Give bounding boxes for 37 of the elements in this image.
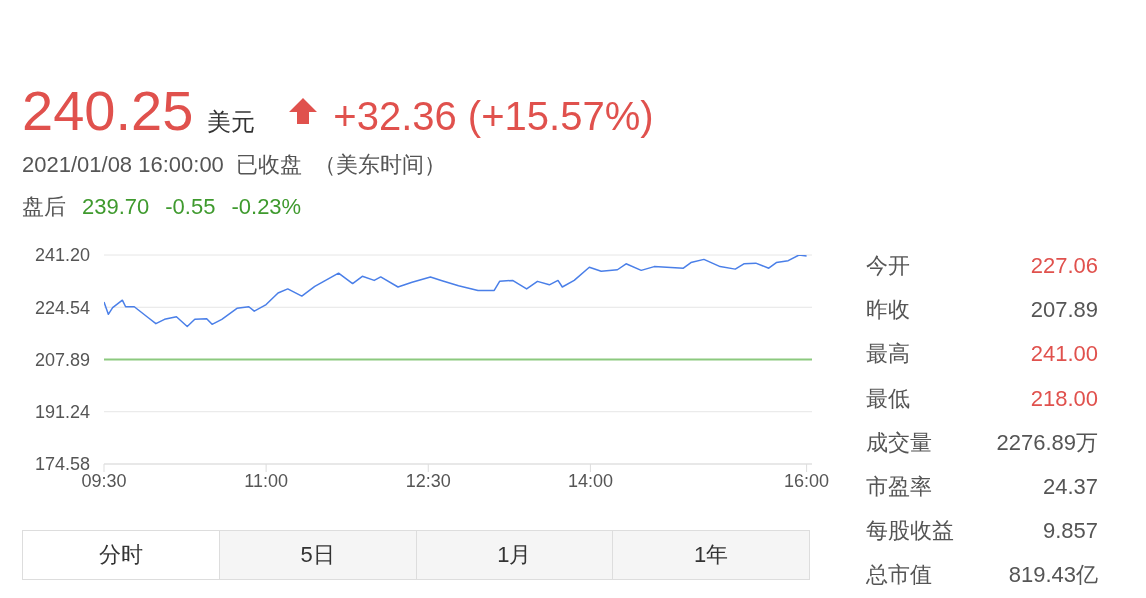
x-tick-label: 12:30 — [405, 470, 451, 491]
text: 昨收 — [866, 296, 910, 325]
text: 9.857 — [1042, 518, 1098, 545]
text: -0.23% — [231, 194, 302, 219]
text: 总市值 — [866, 561, 932, 590]
text: 2276.89万 — [996, 428, 1098, 457]
chart-title: 240.25 — [22, 78, 194, 143]
text: 1月 — [415, 531, 613, 579]
text: 819.43亿 — [1008, 561, 1098, 590]
text: 分时 — [23, 531, 219, 579]
text: 最高 — [866, 340, 910, 369]
text: 美元 — [207, 107, 256, 137]
text: +32.36 (+15.57%) — [333, 94, 654, 139]
y-tick-label: 191.24 — [34, 402, 90, 423]
text: 成交量 — [866, 428, 932, 457]
line-series — [104, 255, 808, 328]
y-tick-label: 241.20 — [34, 245, 90, 266]
text: -0.55 — [165, 194, 216, 219]
text: 207.89 — [1030, 297, 1098, 324]
text: 每股收益 — [866, 517, 954, 546]
text: 盘后 — [22, 194, 66, 219]
text: 24.37 — [1042, 474, 1098, 501]
text: 1年 — [612, 531, 809, 579]
x-tick-label: 14:00 — [567, 470, 613, 491]
y-tick-label: 224.54 — [34, 297, 90, 318]
x-tick-label: 11:00 — [244, 470, 288, 491]
text: 今开 — [866, 252, 910, 281]
text: 218.00 — [1030, 385, 1098, 412]
text: 2021/01/08 16:00:00 已收盘 （美东时间） — [22, 151, 447, 179]
text: 227.06 — [1030, 253, 1098, 280]
text: 239.70 — [82, 194, 150, 219]
text: 最低 — [866, 384, 910, 413]
y-tick-label: 207.89 — [34, 349, 90, 370]
text: 5日 — [218, 531, 416, 579]
text: 市盈率 — [866, 473, 932, 502]
text: 241.00 — [1030, 341, 1098, 368]
x-tick-label: 16:00 — [784, 470, 830, 491]
